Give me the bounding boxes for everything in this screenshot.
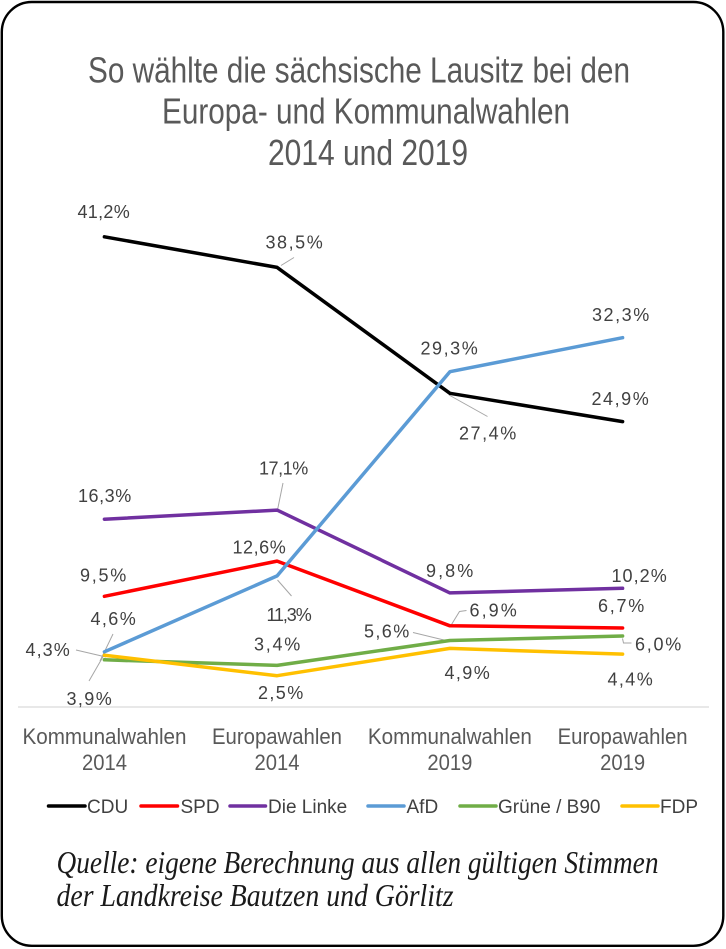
svg-text:4,6%: 4,6%	[91, 609, 136, 629]
svg-text:2019: 2019	[600, 750, 645, 775]
svg-text:2,5%: 2,5%	[258, 683, 303, 703]
svg-text:6,0%: 6,0%	[635, 635, 681, 655]
svg-text:27,4%: 27,4%	[459, 424, 516, 444]
svg-text:Europawahlen: Europawahlen	[558, 724, 688, 749]
svg-text:4,9%: 4,9%	[445, 663, 490, 683]
svg-text:FDP: FDP	[660, 797, 698, 818]
svg-text:41,2%: 41,2%	[78, 202, 130, 222]
svg-text:6,9%: 6,9%	[470, 601, 517, 621]
svg-text:Europawahlen: Europawahlen	[212, 724, 342, 749]
svg-text:12,6%: 12,6%	[233, 538, 286, 558]
svg-text:SPD: SPD	[181, 797, 220, 818]
svg-text:So wählte die sächsische Lausi: So wählte die sächsische Lausitz bei den	[88, 50, 630, 91]
svg-text:16,3%: 16,3%	[78, 486, 131, 506]
svg-text:2014: 2014	[255, 750, 300, 775]
svg-text:Grüne / B90: Grüne / B90	[498, 797, 600, 818]
svg-text:11,3%: 11,3%	[267, 605, 312, 625]
svg-text:2019: 2019	[427, 750, 472, 775]
svg-text:der Landkreise Bautzen und Gör: der Landkreise Bautzen und Görlitz	[57, 877, 454, 913]
svg-text:38,5%: 38,5%	[266, 233, 323, 253]
svg-text:5,6%: 5,6%	[364, 622, 409, 642]
svg-text:2014 und 2019: 2014 und 2019	[268, 132, 468, 173]
svg-text:9,5%: 9,5%	[80, 566, 126, 586]
svg-text:4,4%: 4,4%	[608, 670, 653, 690]
svg-text:24,9%: 24,9%	[592, 389, 649, 409]
svg-text:4,3%: 4,3%	[26, 640, 70, 660]
svg-text:32,3%: 32,3%	[592, 305, 649, 325]
svg-text:17,1%: 17,1%	[259, 459, 308, 479]
svg-text:AfD: AfD	[407, 797, 439, 818]
svg-text:Kommunalwahlen: Kommunalwahlen	[368, 724, 532, 749]
svg-text:6,7%: 6,7%	[598, 596, 644, 616]
svg-text:Quelle: eigene Berechnung aus: Quelle: eigene Berechnung aus allen gült…	[57, 844, 659, 880]
svg-text:2014: 2014	[82, 750, 127, 775]
svg-text:10,2%: 10,2%	[612, 566, 667, 586]
svg-text:Kommunalwahlen: Kommunalwahlen	[23, 724, 187, 749]
svg-text:3,4%: 3,4%	[254, 635, 300, 655]
svg-text:Europa- und Kommunalwahlen: Europa- und Kommunalwahlen	[162, 91, 570, 132]
svg-text:CDU: CDU	[87, 797, 128, 818]
svg-text:9,8%: 9,8%	[426, 561, 473, 581]
svg-text:Die Linke: Die Linke	[268, 797, 347, 818]
svg-text:29,3%: 29,3%	[421, 339, 478, 359]
svg-text:3,9%: 3,9%	[67, 689, 112, 709]
